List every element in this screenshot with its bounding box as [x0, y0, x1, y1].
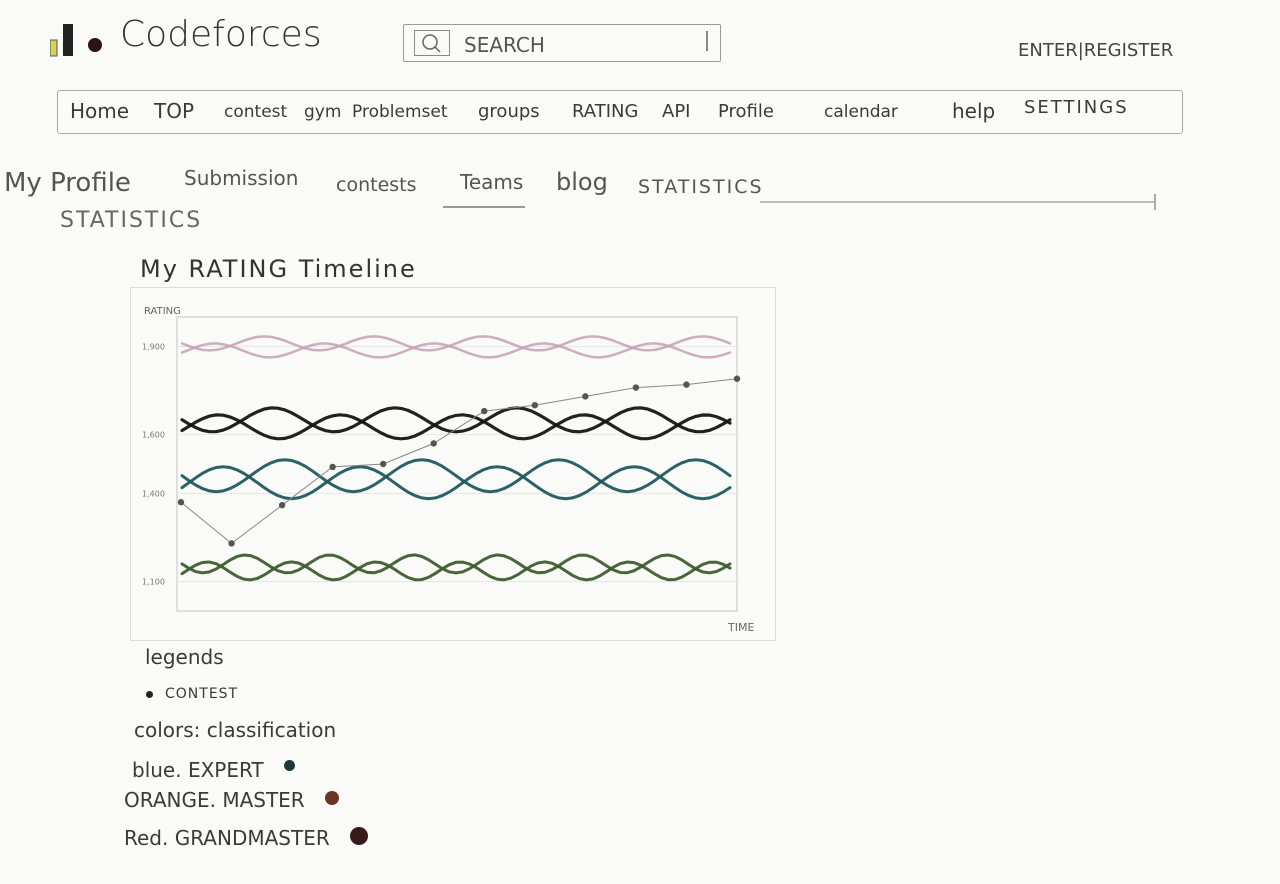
- tab-teams[interactable]: Teams: [460, 170, 524, 194]
- contest-point[interactable]: [481, 407, 488, 415]
- tab-my-profile[interactable]: My Profile: [4, 168, 131, 198]
- codeforces-logo-icon[interactable]: [49, 22, 106, 60]
- legend-colors-label: colors: classification: [134, 718, 337, 742]
- y-axis-ticks: 1,900 1,600 1,400 1,100: [142, 342, 165, 586]
- section-title: STATISTICS: [60, 208, 203, 233]
- legend-heading: legends: [145, 645, 224, 669]
- legend-expert-text: blue. EXPERT: [132, 758, 264, 782]
- x-axis-label: TIME: [727, 621, 754, 634]
- search-box[interactable]: SEARCH: [403, 24, 721, 62]
- contest-series: [177, 375, 741, 547]
- legend-entry-grandmaster: Red. GRANDMASTER: [124, 826, 369, 850]
- nav-item-contest[interactable]: contest: [224, 102, 288, 122]
- contest-point[interactable]: [329, 463, 336, 471]
- tab-blog[interactable]: blog: [556, 168, 608, 196]
- rating-chart[interactable]: 1,900 1,600 1,400 1,100 RATING TIME: [130, 287, 776, 641]
- grandmaster-color-dot: [350, 826, 369, 845]
- nav-item-gym[interactable]: gym: [304, 102, 342, 122]
- y-axis-label: RATING: [144, 306, 181, 317]
- rating-band-stroke: [180, 406, 732, 434]
- y-tick-label: 1,600: [142, 431, 165, 440]
- contest-point[interactable]: [278, 501, 286, 509]
- legend-contest: CONTEST: [146, 686, 238, 702]
- legend-contest-label: CONTEST: [165, 686, 239, 702]
- tab-statistics[interactable]: STATISTICS: [638, 176, 764, 198]
- nav-item-settings[interactable]: SETTINGS: [1024, 97, 1129, 118]
- expert-color-dot: [284, 760, 295, 771]
- nav-item-groups[interactable]: groups: [478, 101, 540, 122]
- chart-gridlines: [177, 345, 737, 583]
- contest-marker-icon: [146, 690, 153, 698]
- rating-band-stroke: [180, 560, 732, 582]
- profile-sub-nav: My Profile Submission contests Teams blo…: [0, 166, 1180, 208]
- contest-point[interactable]: [531, 402, 539, 409]
- nav-item-help[interactable]: help: [952, 99, 996, 123]
- contest-point[interactable]: [177, 499, 185, 506]
- sub-nav-divider: [760, 201, 1156, 203]
- tab-submission[interactable]: Submission: [184, 166, 299, 190]
- enter-register-link[interactable]: ENTER|REGISTER: [1018, 40, 1174, 61]
- legend-master-text: ORANGE. MASTER: [124, 788, 305, 812]
- search-input[interactable]: SEARCH: [464, 33, 545, 57]
- rating-band-stroke: [180, 465, 732, 501]
- legend-entry-master: ORANGE. MASTER: [124, 788, 340, 812]
- y-tick-label: 1,100: [142, 578, 165, 587]
- nav-item-problemset[interactable]: Problemset: [352, 102, 448, 122]
- master-color-dot: [325, 790, 340, 805]
- contest-point[interactable]: [582, 393, 589, 400]
- legend-entry-expert: blue. EXPERT: [132, 758, 295, 782]
- nav-item-api[interactable]: API: [662, 101, 691, 122]
- contest-point[interactable]: [430, 440, 437, 447]
- contest-point[interactable]: [733, 375, 741, 382]
- contest-series-line: [180, 378, 738, 545]
- rating-band-stroke: [180, 458, 732, 494]
- search-cursor: [706, 31, 708, 51]
- rating-band-stroke: [180, 342, 732, 359]
- rating-band-stroke: [180, 413, 732, 441]
- search-icon[interactable]: [414, 30, 450, 56]
- rating-bands: [180, 335, 732, 582]
- contest-point[interactable]: [683, 381, 690, 388]
- chart-frame: [130, 287, 776, 641]
- nav-item-top[interactable]: TOP: [154, 99, 195, 123]
- y-tick-label: 1,900: [142, 342, 165, 351]
- nav-item-calendar[interactable]: calendar: [824, 102, 898, 122]
- contest-point[interactable]: [228, 540, 235, 547]
- chart-title: My RATING Timeline: [140, 255, 417, 283]
- contest-point[interactable]: [379, 460, 387, 468]
- active-tab-indicator: [443, 206, 525, 208]
- nav-item-rating[interactable]: RATING: [572, 101, 639, 122]
- nav-item-home[interactable]: Home: [70, 99, 130, 123]
- nav-item-profile[interactable]: Profile: [718, 101, 774, 122]
- contest-point[interactable]: [632, 384, 640, 391]
- plot-area: [176, 316, 738, 612]
- site-logo-text[interactable]: Codeforces: [120, 14, 322, 55]
- tab-contests[interactable]: contests: [336, 174, 417, 196]
- y-tick-label: 1,400: [142, 489, 165, 498]
- main-nav: Home TOP contest gym Problemset groups R…: [57, 90, 1183, 134]
- sub-nav-divider-end: [1154, 194, 1156, 210]
- rating-band-stroke: [180, 335, 732, 352]
- legend-grandmaster-text: Red. GRANDMASTER: [124, 826, 330, 850]
